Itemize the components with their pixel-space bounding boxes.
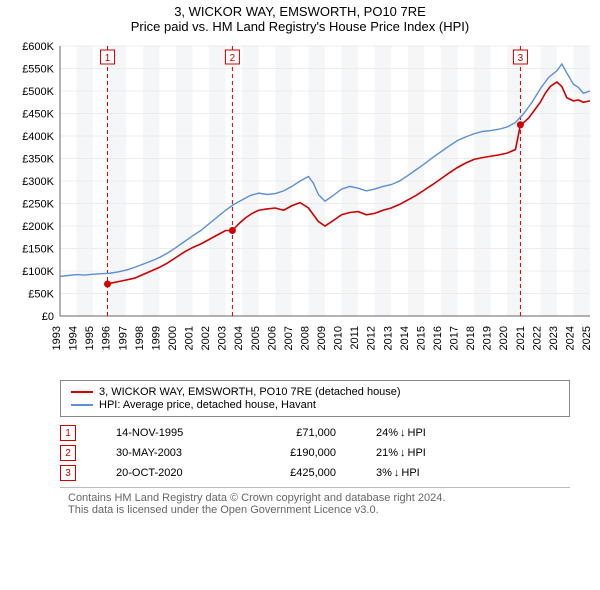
table-row: 3 20-OCT-2020 £425,000 3% ↓ HPI bbox=[60, 463, 570, 483]
svg-text:1999: 1999 bbox=[150, 326, 162, 350]
svg-text:£0: £0 bbox=[42, 311, 54, 323]
svg-text:£300K: £300K bbox=[22, 176, 54, 188]
svg-text:2004: 2004 bbox=[233, 326, 245, 350]
svg-text:1998: 1998 bbox=[134, 326, 146, 350]
sale-date: 20-OCT-2020 bbox=[116, 467, 226, 479]
svg-text:2006: 2006 bbox=[266, 326, 278, 350]
svg-text:2013: 2013 bbox=[382, 326, 394, 350]
down-arrow-icon: ↓ bbox=[394, 467, 400, 479]
svg-text:£50K: £50K bbox=[28, 289, 54, 301]
down-arrow-icon: ↓ bbox=[400, 447, 406, 459]
svg-text:2025: 2025 bbox=[581, 326, 593, 350]
svg-text:£100K: £100K bbox=[22, 266, 54, 278]
svg-text:2018: 2018 bbox=[465, 326, 477, 350]
address-title: 3, WICKOR WAY, EMSWORTH, PO10 7RE bbox=[0, 4, 600, 19]
svg-text:£500K: £500K bbox=[22, 86, 54, 98]
svg-text:2008: 2008 bbox=[299, 326, 311, 350]
license-line: This data is licensed under the Open Gov… bbox=[68, 504, 562, 516]
svg-text:1996: 1996 bbox=[101, 326, 113, 350]
svg-text:£150K: £150K bbox=[22, 244, 54, 256]
svg-text:2: 2 bbox=[230, 53, 236, 64]
svg-text:2014: 2014 bbox=[399, 326, 411, 350]
svg-text:2009: 2009 bbox=[316, 326, 328, 350]
svg-text:2022: 2022 bbox=[531, 326, 543, 350]
svg-text:2019: 2019 bbox=[482, 326, 494, 350]
sale-price: £190,000 bbox=[266, 447, 336, 459]
svg-text:£600K: £600K bbox=[22, 41, 54, 53]
legend-item: 3, WICKOR WAY, EMSWORTH, PO10 7RE (detac… bbox=[71, 386, 559, 398]
sale-diff: 21% ↓ HPI bbox=[376, 447, 426, 459]
sale-marker-badge: 3 bbox=[60, 465, 76, 481]
legend-item: HPI: Average price, detached house, Hava… bbox=[71, 399, 559, 411]
svg-text:£550K: £550K bbox=[22, 64, 54, 76]
svg-text:2024: 2024 bbox=[564, 326, 576, 350]
line-chart-svg: £0 £50K £100K £150K £200K £250K £300K £350K £400… bbox=[0, 36, 600, 376]
svg-text:2007: 2007 bbox=[283, 326, 295, 350]
svg-text:£450K: £450K bbox=[22, 109, 54, 121]
svg-text:2002: 2002 bbox=[200, 326, 212, 350]
svg-text:£250K: £250K bbox=[22, 199, 54, 211]
svg-text:2021: 2021 bbox=[515, 326, 527, 350]
table-row: 2 30-MAY-2003 £190,000 21% ↓ HPI bbox=[60, 443, 570, 463]
subtitle: Price paid vs. HM Land Registry's House … bbox=[0, 19, 600, 34]
legend-label: 3, WICKOR WAY, EMSWORTH, PO10 7RE (detac… bbox=[99, 386, 401, 398]
sale-price: £425,000 bbox=[266, 467, 336, 479]
sale-date: 14-NOV-1995 bbox=[116, 427, 226, 439]
legend-swatch bbox=[71, 391, 93, 393]
sale-marker-badge: 1 bbox=[60, 425, 76, 441]
sale-diff: 3% ↓ HPI bbox=[376, 467, 420, 479]
svg-text:£200K: £200K bbox=[22, 221, 54, 233]
svg-text:1995: 1995 bbox=[84, 326, 96, 350]
sales-table: 1 14-NOV-1995 £71,000 24% ↓ HPI 2 30-MAY… bbox=[60, 423, 570, 483]
license-block: Contains HM Land Registry data © Crown c… bbox=[60, 487, 570, 520]
svg-text:2012: 2012 bbox=[366, 326, 378, 350]
sale-price: £71,000 bbox=[266, 427, 336, 439]
svg-text:2010: 2010 bbox=[333, 326, 345, 350]
svg-text:2023: 2023 bbox=[548, 326, 560, 350]
chart-container: 3, WICKOR WAY, EMSWORTH, PO10 7RE Price … bbox=[0, 0, 600, 520]
table-row: 1 14-NOV-1995 £71,000 24% ↓ HPI bbox=[60, 423, 570, 443]
svg-text:2000: 2000 bbox=[167, 326, 179, 350]
down-arrow-icon: ↓ bbox=[400, 427, 406, 439]
svg-text:£400K: £400K bbox=[22, 131, 54, 143]
svg-text:2015: 2015 bbox=[415, 326, 427, 350]
svg-text:2011: 2011 bbox=[349, 326, 361, 350]
svg-text:1997: 1997 bbox=[117, 326, 129, 350]
sale-marker-badge: 2 bbox=[60, 445, 76, 461]
chart-area: £0 £50K £100K £150K £200K £250K £300K £350K £400… bbox=[0, 36, 600, 376]
sale-diff: 24% ↓ HPI bbox=[376, 427, 426, 439]
legend-label: HPI: Average price, detached house, Hava… bbox=[99, 399, 316, 411]
svg-text:2016: 2016 bbox=[432, 326, 444, 350]
svg-text:1: 1 bbox=[105, 53, 111, 64]
svg-text:2020: 2020 bbox=[498, 326, 510, 350]
license-line: Contains HM Land Registry data © Crown c… bbox=[68, 492, 562, 504]
svg-text:2003: 2003 bbox=[217, 326, 229, 350]
title-block: 3, WICKOR WAY, EMSWORTH, PO10 7RE Price … bbox=[0, 0, 600, 36]
sale-date: 30-MAY-2003 bbox=[116, 447, 226, 459]
svg-text:1994: 1994 bbox=[68, 326, 80, 350]
svg-text:1993: 1993 bbox=[51, 326, 63, 350]
legend-box: 3, WICKOR WAY, EMSWORTH, PO10 7RE (detac… bbox=[60, 380, 570, 417]
svg-text:2001: 2001 bbox=[184, 326, 196, 350]
svg-text:3: 3 bbox=[518, 53, 524, 64]
legend-swatch bbox=[71, 404, 93, 406]
svg-text:£350K: £350K bbox=[22, 154, 54, 166]
svg-text:2005: 2005 bbox=[250, 326, 262, 350]
svg-text:2017: 2017 bbox=[449, 326, 461, 350]
